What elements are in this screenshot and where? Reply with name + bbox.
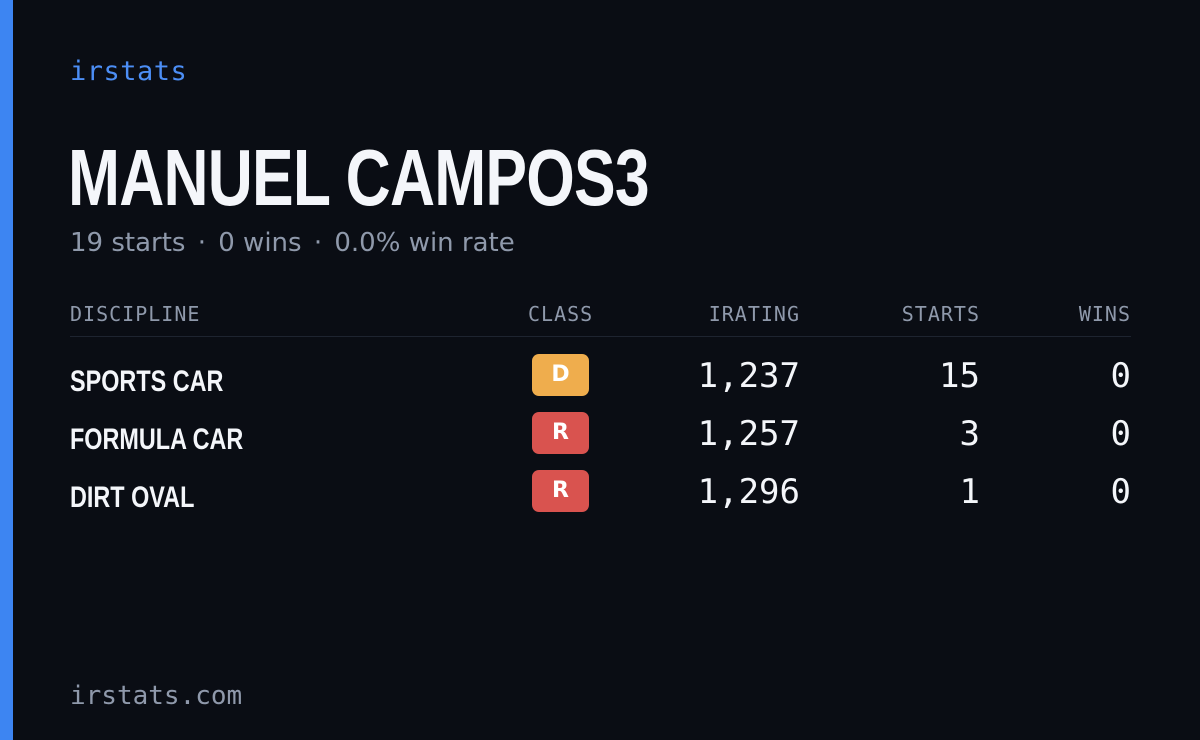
discipline-name: DIRT OVAL — [70, 481, 195, 514]
starts-value: 3 — [959, 414, 980, 454]
summary-wins: 0 wins — [218, 228, 302, 258]
class-badge: R — [532, 470, 589, 512]
starts-value: 1 — [959, 472, 980, 512]
header-irating: IRATING — [708, 302, 800, 326]
class-badge: R — [532, 412, 589, 454]
summary-starts: 19 starts — [70, 228, 186, 258]
irating-value: 1,237 — [697, 356, 800, 396]
summary-separator: · — [313, 228, 323, 258]
wins-value: 0 — [1110, 472, 1131, 512]
player-name: MANUEL CAMPOS3 — [68, 133, 650, 222]
player-summary: 19 starts · 0 wins · 0.0% win rate — [70, 228, 515, 258]
discipline-name: FORMULA CAR — [70, 423, 244, 456]
brand-logo: irstats — [70, 56, 188, 87]
header-discipline: DISCIPLINE — [70, 302, 201, 326]
starts-value: 15 — [939, 356, 980, 396]
discipline-table: DISCIPLINE CLASS IRATING STARTS WINS SPO… — [70, 298, 1131, 528]
table-header: DISCIPLINE CLASS IRATING STARTS WINS — [70, 298, 1131, 337]
discipline-name: SPORTS CAR — [70, 365, 224, 398]
wins-value: 0 — [1110, 356, 1131, 396]
class-badge: D — [532, 354, 589, 396]
header-starts: STARTS — [901, 302, 980, 326]
table-row: FORMULA CAR R 1,257 3 0 — [70, 412, 1131, 470]
summary-separator: · — [197, 228, 206, 258]
header-wins: WINS — [1078, 302, 1131, 326]
accent-bar — [0, 0, 13, 740]
summary-win-rate: 0.0% win rate — [334, 228, 515, 258]
irating-value: 1,296 — [697, 472, 800, 512]
irating-value: 1,257 — [697, 414, 800, 454]
table-row: SPORTS CAR D 1,237 15 0 — [70, 354, 1131, 412]
header-class: CLASS — [528, 302, 594, 326]
footer-url: irstats.com — [70, 681, 243, 711]
table-row: DIRT OVAL R 1,296 1 0 — [70, 470, 1131, 528]
wins-value: 0 — [1110, 414, 1131, 454]
table-body: SPORTS CAR D 1,237 15 0 FORMULA CAR R 1,… — [70, 354, 1131, 528]
